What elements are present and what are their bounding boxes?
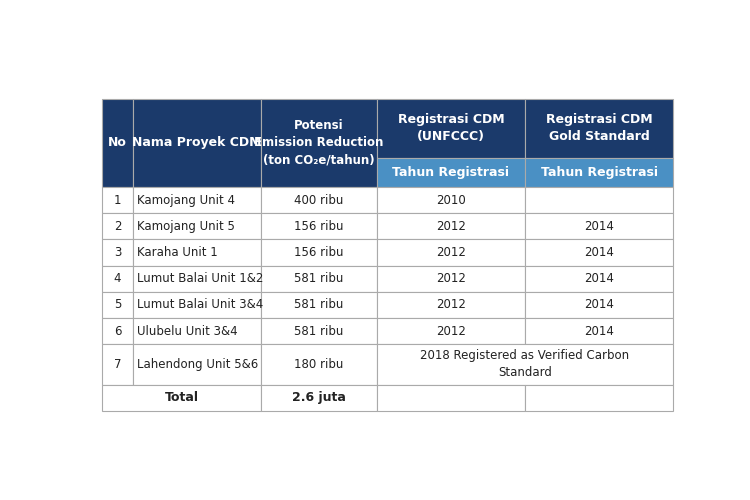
Bar <box>260 213 376 240</box>
Text: 3: 3 <box>114 246 122 259</box>
Bar <box>525 384 674 410</box>
Bar <box>525 266 674 292</box>
Text: Registrasi CDM
Gold Standard: Registrasi CDM Gold Standard <box>546 114 652 144</box>
Bar <box>103 344 133 385</box>
Text: 2014: 2014 <box>584 298 614 312</box>
Bar <box>133 187 260 213</box>
Text: 180 ribu: 180 ribu <box>294 358 344 371</box>
Bar <box>525 240 674 266</box>
Text: 156 ribu: 156 ribu <box>294 220 344 233</box>
Text: 2012: 2012 <box>436 246 466 259</box>
Text: Nama Proyek CDM: Nama Proyek CDM <box>132 136 262 149</box>
Text: 581 ribu: 581 ribu <box>294 298 344 312</box>
Bar <box>376 266 525 292</box>
Bar <box>376 158 525 187</box>
Text: 2012: 2012 <box>436 220 466 233</box>
Bar <box>133 344 260 385</box>
Bar <box>376 240 525 266</box>
Bar <box>376 98 525 158</box>
Text: 2: 2 <box>114 220 122 233</box>
Text: Kamojang Unit 4: Kamojang Unit 4 <box>137 194 236 206</box>
Bar <box>260 240 376 266</box>
Text: 2014: 2014 <box>584 246 614 259</box>
Bar <box>525 292 674 318</box>
Text: 2012: 2012 <box>436 324 466 338</box>
Bar <box>133 98 260 187</box>
Bar <box>525 318 674 344</box>
Bar <box>525 187 674 213</box>
Bar <box>525 158 674 187</box>
Text: Total: Total <box>164 391 199 404</box>
Text: 2018 Registered as Verified Carbon
Standard: 2018 Registered as Verified Carbon Stand… <box>421 350 629 380</box>
Text: Lahendong Unit 5&6: Lahendong Unit 5&6 <box>137 358 259 371</box>
Bar <box>260 318 376 344</box>
Text: Tahun Registrasi: Tahun Registrasi <box>392 166 509 179</box>
Bar <box>103 213 133 240</box>
Text: Karaha Unit 1: Karaha Unit 1 <box>137 246 218 259</box>
Text: 2012: 2012 <box>436 298 466 312</box>
Text: 1: 1 <box>114 194 122 206</box>
Bar <box>133 240 260 266</box>
Text: 400 ribu: 400 ribu <box>294 194 344 206</box>
Bar <box>103 318 133 344</box>
Text: 2014: 2014 <box>584 324 614 338</box>
Text: No: No <box>108 136 127 149</box>
Text: 2010: 2010 <box>436 194 466 206</box>
Bar <box>103 240 133 266</box>
Text: 5: 5 <box>114 298 122 312</box>
Bar <box>260 292 376 318</box>
Text: Ulubelu Unit 3&4: Ulubelu Unit 3&4 <box>137 324 238 338</box>
Bar <box>103 266 133 292</box>
Bar <box>376 213 525 240</box>
Bar <box>133 213 260 240</box>
Bar <box>103 292 133 318</box>
Bar <box>260 344 376 385</box>
Text: Potensi
Emission Reduction
(ton CO₂e/tahun): Potensi Emission Reduction (ton CO₂e/tah… <box>254 120 383 166</box>
Bar <box>133 266 260 292</box>
Text: Tahun Registrasi: Tahun Registrasi <box>541 166 658 179</box>
Bar <box>376 292 525 318</box>
Bar <box>103 187 133 213</box>
Bar <box>260 384 376 410</box>
Bar <box>376 344 674 385</box>
Text: Lumut Balai Unit 3&4: Lumut Balai Unit 3&4 <box>137 298 263 312</box>
Text: Kamojang Unit 5: Kamojang Unit 5 <box>137 220 236 233</box>
Bar <box>525 98 674 158</box>
Text: 6: 6 <box>114 324 122 338</box>
Bar <box>260 266 376 292</box>
Bar <box>133 318 260 344</box>
Bar <box>376 384 525 410</box>
Bar <box>376 187 525 213</box>
Text: Lumut Balai Unit 1&2: Lumut Balai Unit 1&2 <box>137 272 264 285</box>
Bar <box>260 98 376 187</box>
Bar <box>103 384 260 410</box>
Text: 2014: 2014 <box>584 272 614 285</box>
Bar <box>376 318 525 344</box>
Text: 581 ribu: 581 ribu <box>294 272 344 285</box>
Bar <box>133 292 260 318</box>
Text: 156 ribu: 156 ribu <box>294 246 344 259</box>
Text: 4: 4 <box>114 272 122 285</box>
Text: Registrasi CDM
(UNFCCC): Registrasi CDM (UNFCCC) <box>398 114 504 144</box>
Text: 581 ribu: 581 ribu <box>294 324 344 338</box>
Text: 2012: 2012 <box>436 272 466 285</box>
Bar <box>103 98 133 187</box>
Text: 2014: 2014 <box>584 220 614 233</box>
Bar <box>260 187 376 213</box>
Text: 7: 7 <box>114 358 122 371</box>
Text: 2.6 juta: 2.6 juta <box>292 391 346 404</box>
Bar <box>525 213 674 240</box>
